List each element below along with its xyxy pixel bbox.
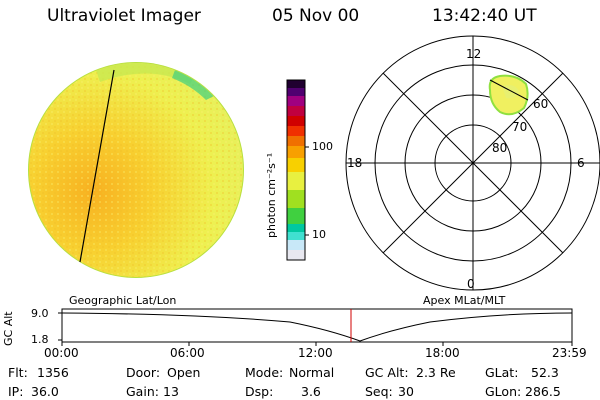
mode-label: Mode:	[245, 365, 284, 380]
colorbar-tick-10: 10	[312, 228, 326, 241]
ip-value: 36.0	[31, 384, 59, 399]
polar-label-6: 6	[577, 156, 585, 170]
door-value: Open	[167, 365, 201, 380]
flt-value: 1356	[37, 365, 69, 380]
timeline-ytick-9: 9.0	[31, 307, 49, 320]
gcalt-label: GC Alt:	[365, 365, 409, 380]
timeline-xtick-1800: 18:00	[425, 346, 460, 360]
colorbar	[286, 79, 309, 261]
polar-ring-80: 80	[492, 141, 508, 155]
auroral-blob	[488, 74, 529, 116]
flt-label: Flt:	[8, 365, 28, 380]
timeline-xtick-2359: 23:59	[552, 346, 587, 360]
glon-value: 286.5	[525, 384, 561, 399]
polar-ring-60: 60	[533, 97, 549, 111]
mode-value: Normal	[289, 365, 335, 380]
timeline-panel	[58, 308, 573, 346]
time-label: 13:42:40 UT	[432, 6, 537, 26]
glon-label: GLon:	[485, 384, 522, 399]
terminator-line	[79, 69, 115, 263]
timeline-xtick-0000: 00:00	[44, 346, 79, 360]
timeline-left-title: Geographic Lat/Lon	[69, 294, 177, 307]
polar-plot	[345, 35, 600, 291]
seq-label: Seq:	[365, 384, 393, 399]
seq-value: 30	[398, 384, 414, 399]
earth-disk-image	[28, 62, 244, 278]
instrument-title: Ultraviolet Imager	[47, 6, 201, 26]
date-label: 05 Nov 00	[272, 6, 360, 26]
polar-label-12: 12	[466, 47, 482, 61]
colorbar-unit-label: photon cm⁻²s⁻¹	[265, 152, 278, 238]
polar-ring-70: 70	[512, 120, 528, 134]
timeline-xtick-0600: 06:00	[170, 346, 205, 360]
dsp-value: 3.6	[301, 384, 321, 399]
gain-label: Gain:	[126, 384, 159, 399]
door-label: Door:	[126, 365, 161, 380]
gcalt-value: 2.3 Re	[416, 365, 456, 380]
polar-label-0: 0	[467, 277, 475, 291]
gain-value: 13	[163, 384, 179, 399]
dsp-label: Dsp:	[245, 384, 274, 399]
timeline-axis-label: GC Alt	[2, 311, 15, 346]
timeline-right-title: Apex MLat/MLT	[423, 294, 506, 307]
glat-label: GLat:	[485, 365, 519, 380]
timeline-xtick-1200: 12:00	[298, 346, 333, 360]
colorbar-tick-100: 100	[312, 140, 333, 153]
ip-label: IP:	[8, 384, 24, 399]
polar-label-18: 18	[347, 156, 363, 170]
glat-value: 52.3	[531, 365, 559, 380]
timeline-ytick-1: 1.8	[31, 333, 49, 346]
